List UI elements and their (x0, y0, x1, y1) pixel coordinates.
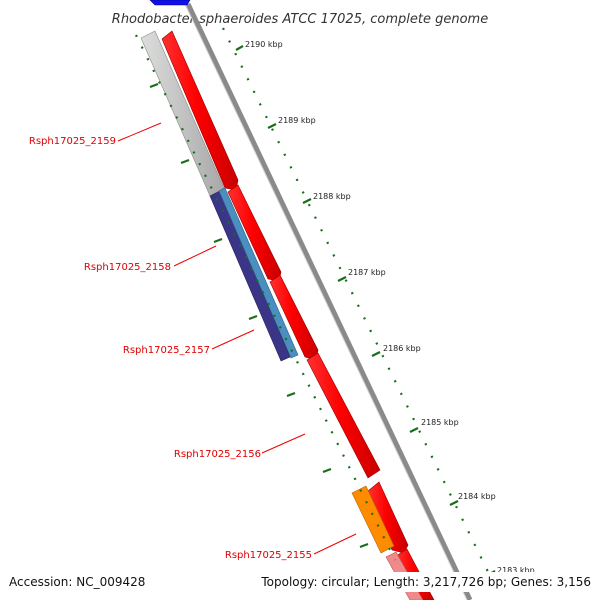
tick-inner-d (248, 314, 258, 321)
footer-backdrop-right (254, 572, 598, 592)
tick-2190 (235, 45, 244, 51)
gene-label: Rsph17025_2157 (123, 345, 210, 356)
scale-label: 2183 kbp (497, 566, 535, 575)
tick-2188 (302, 198, 312, 204)
leader-line-2157 (211, 329, 255, 350)
tick-2187 (337, 276, 347, 282)
gene-arrow-gray (140, 30, 225, 197)
scale-label: 2185 kbp (421, 418, 459, 427)
leader-line-2156 (261, 433, 306, 454)
footer-backdrop-left (4, 572, 154, 592)
tick-2185 (409, 427, 419, 433)
tick-inner-a (149, 82, 159, 89)
scale-label: 2186 kbp (383, 344, 421, 353)
gene-label: Rsph17025_2158 (84, 262, 171, 273)
gene-arrow-navy (209, 190, 291, 362)
gene-arrow-steelblue (218, 187, 299, 359)
tick-inner-c (213, 237, 223, 244)
leader-line-2159 (117, 122, 162, 142)
gene-arrow-blue (149, 0, 191, 6)
scale-label: 2190 kbp (245, 40, 283, 49)
tick-inner-e (286, 391, 296, 398)
map-title: Rhodobacter sphaeroides ATCC 17025, comp… (112, 12, 488, 27)
genome-summary-text: Topology: circular; Length: 3,217,726 bp… (260, 575, 591, 589)
tick-inner-f (322, 467, 332, 474)
leader-line-2158 (173, 245, 217, 267)
gene-label: Rsph17025_2156 (174, 449, 261, 460)
leader-line-2155 (313, 533, 357, 555)
gene-label: Rsph17025_2159 (29, 136, 116, 147)
gene-label: Rsph17025_2155 (225, 550, 312, 561)
tick-2186 (371, 351, 381, 357)
gene-leader-lines (117, 122, 357, 555)
tick-2189 (267, 123, 277, 129)
genome-backbone-highlight (184, 3, 468, 600)
gene-arrow-cds-4 (306, 352, 381, 479)
scale-label: 2187 kbp (348, 268, 386, 277)
scale-label: 2184 kbp (458, 492, 496, 501)
tick-2184 (449, 500, 459, 506)
accession-text: Accession: NC_009428 (9, 575, 145, 589)
tick-inner-b (180, 158, 190, 165)
scale-label: 2189 kbp (278, 116, 316, 125)
tick-inner-g (359, 542, 369, 549)
scale-label: 2188 kbp (313, 192, 351, 201)
scale-major-ticks (149, 45, 496, 576)
gene-arrow-cds-1 (161, 30, 239, 191)
genome-backbone (185, 2, 473, 600)
